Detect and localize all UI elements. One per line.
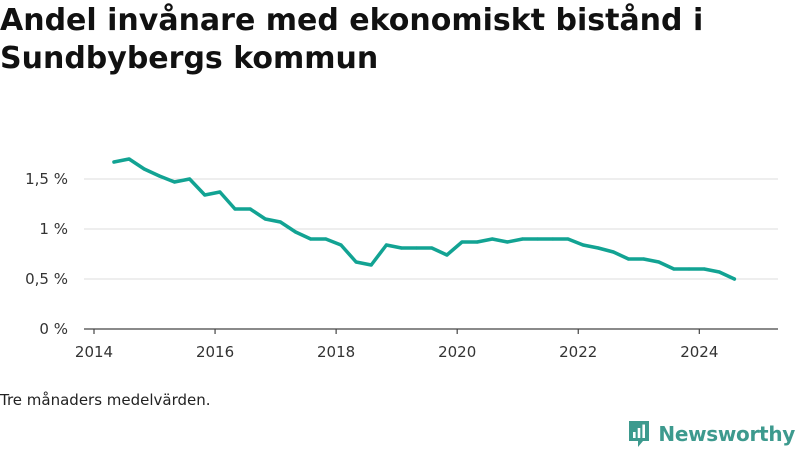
y-tick-label: 1,5 %: [25, 170, 68, 188]
data-point: [581, 243, 585, 247]
x-axis-labels: 2014 2016 2018 2020 2022 2024: [75, 343, 718, 361]
x-tick-label: 2020: [438, 343, 476, 361]
data-point: [172, 180, 177, 184]
data-point: [445, 253, 449, 257]
data-point: [233, 207, 237, 211]
data-point: [324, 237, 328, 241]
x-tick-label: 2022: [559, 343, 597, 361]
x-tick-label: 2016: [196, 343, 234, 361]
data-point: [642, 257, 646, 261]
data-point: [505, 240, 510, 244]
data-point: [278, 220, 283, 224]
data-point: [475, 240, 479, 244]
y-axis: 0 % 0,5 % 1 % 1,5 %: [25, 170, 68, 338]
data-point: [399, 246, 404, 250]
data-point: [490, 237, 494, 241]
data-point: [520, 237, 525, 241]
data-point: [112, 160, 116, 164]
data-point: [611, 250, 615, 254]
brand-name: Newsworthy: [658, 422, 795, 446]
data-point: [717, 270, 721, 274]
data-point: [309, 237, 313, 241]
chart-title: Andel invånare med ekonomiskt bistånd i …: [0, 3, 704, 76]
data-point: [203, 193, 207, 197]
data-point: [460, 240, 464, 244]
data-point: [354, 260, 358, 264]
series-line: [112, 157, 737, 281]
data-point: [596, 246, 600, 250]
data-point: [566, 237, 570, 241]
data-point: [657, 260, 661, 264]
data-point: [551, 237, 555, 241]
series-layer: [112, 157, 737, 281]
data-point: [127, 157, 131, 161]
data-point: [188, 177, 192, 181]
data-point: [218, 190, 222, 194]
data-point: [626, 257, 631, 261]
data-point: [263, 217, 267, 221]
x-axis: [84, 328, 778, 334]
data-point: [339, 243, 343, 247]
newsworthy-logo-icon: [629, 421, 650, 447]
data-point: [293, 230, 298, 234]
data-point: [142, 167, 146, 171]
chart-note: Tre månaders medelvärden.: [0, 391, 211, 409]
data-point: [248, 207, 252, 211]
brand-logo: Newsworthy: [627, 419, 795, 449]
y-tick-label: 0,5 %: [25, 270, 68, 288]
x-tick-label: 2014: [75, 343, 113, 361]
data-point: [430, 246, 434, 250]
data-point: [732, 277, 737, 281]
data-point: [384, 243, 388, 247]
data-point: [687, 267, 691, 271]
gridlines: [84, 178, 778, 280]
data-point: [702, 267, 706, 271]
data-point: [672, 267, 676, 271]
data-point: [536, 237, 540, 241]
data-point: [369, 263, 373, 267]
data-point: [157, 174, 161, 178]
x-tick-label: 2018: [317, 343, 355, 361]
y-tick-label: 1 %: [39, 220, 68, 238]
data-point: [415, 246, 419, 250]
y-tick-label: 0 %: [39, 320, 68, 338]
x-tick-label: 2024: [680, 343, 718, 361]
